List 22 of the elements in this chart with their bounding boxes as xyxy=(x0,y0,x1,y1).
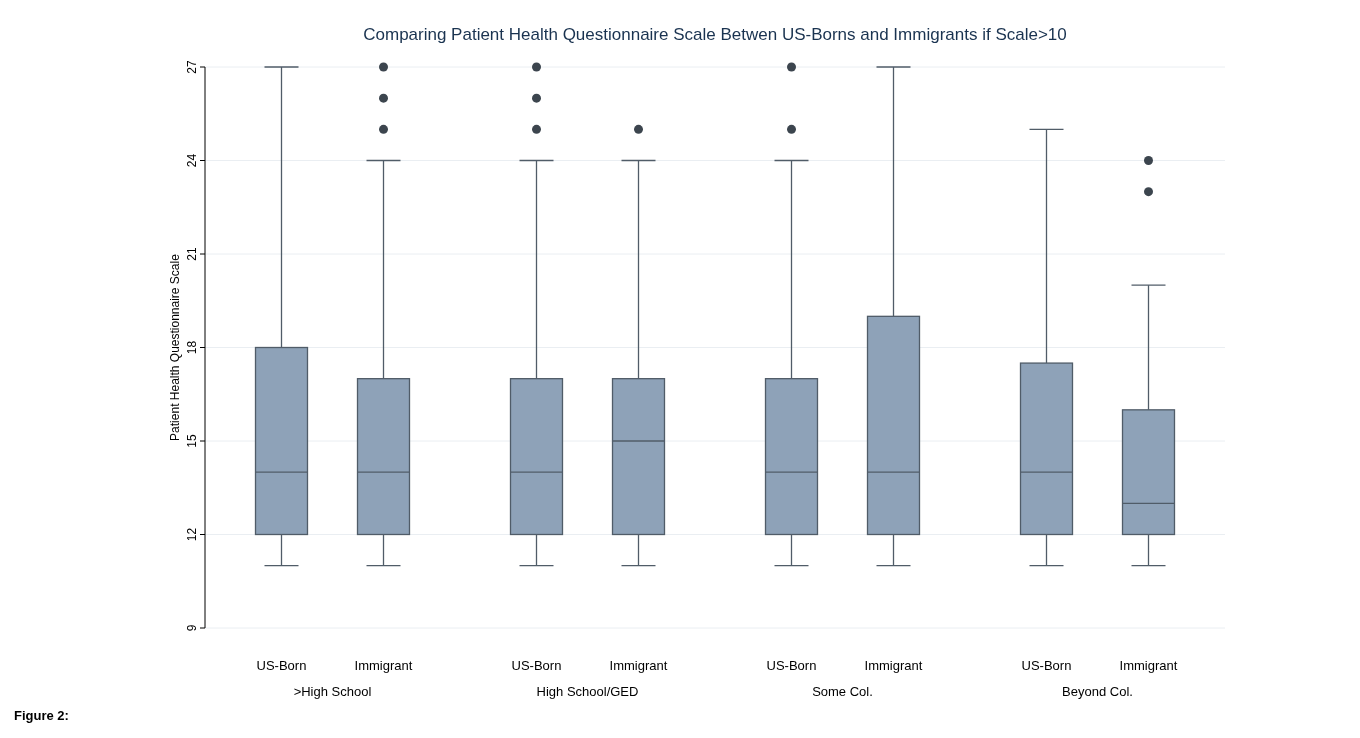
y-tick-label: 24 xyxy=(185,153,199,168)
y-tick-label: 18 xyxy=(185,340,199,355)
y-tick-label: 21 xyxy=(185,247,199,261)
caption: Figure 2: xyxy=(14,708,69,723)
y-axis-title: Patient Health Questionnaire Scale xyxy=(168,253,182,441)
x-tick-label: Immigrant xyxy=(354,658,413,673)
x-axis-title: Beyond Col. xyxy=(1062,684,1133,699)
text: Comparing Patient Health Questionnaire Scale Betwen US-Borns and Immigrants if Scale>10 xyxy=(363,25,1067,44)
y-tick-label: 9 xyxy=(185,624,199,632)
y-tick-label: 15 xyxy=(185,434,199,448)
x-axis-title: High School/GED xyxy=(536,684,639,699)
x-tick-label: Immigrant xyxy=(1119,658,1178,673)
x-tick-label: US-Born xyxy=(511,658,562,673)
x-tick-label: Immigrant xyxy=(864,658,923,673)
y-tick-label: 12 xyxy=(185,527,199,542)
x-tick-label: Immigrant xyxy=(609,658,668,673)
x-tick-label: US-Born xyxy=(1021,658,1072,673)
x-tick-label: US-Born xyxy=(256,658,307,673)
x-axis-title: >High School xyxy=(293,684,372,699)
y-tick-label: 27 xyxy=(185,60,199,74)
x-axis-title: Some Col. xyxy=(812,684,873,699)
x-tick-label: US-Born xyxy=(766,658,817,673)
